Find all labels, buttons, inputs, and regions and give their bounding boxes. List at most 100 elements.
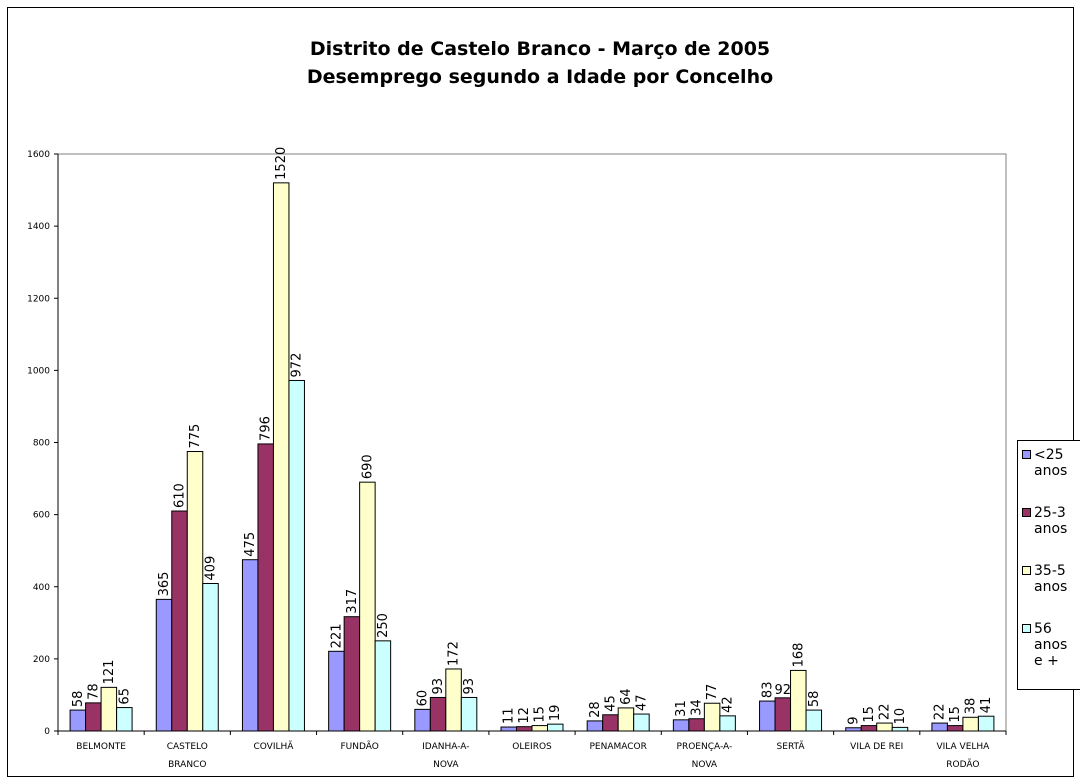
bar (171, 510, 188, 732)
data-label: 317 (345, 589, 360, 614)
bar (876, 722, 893, 732)
data-label: 22 (877, 704, 892, 721)
data-label: 11 (502, 707, 517, 724)
bar (962, 716, 979, 732)
legend-label-line: 35-5 (1034, 563, 1066, 579)
bar (774, 697, 792, 732)
x-tick-label-line: SERTÃ (777, 741, 806, 752)
data-label: 58 (807, 691, 822, 708)
data-label: 83 (760, 682, 775, 699)
bar (586, 720, 604, 732)
data-label: 12 (517, 707, 532, 724)
data-label: 15 (862, 706, 877, 723)
bar (946, 725, 964, 732)
x-tick-label: SERTÃ (777, 741, 806, 752)
y-tick-label: 1400 (27, 222, 50, 232)
x-tick-label-line: FUNDÃO (340, 741, 378, 752)
data-label: 365 (157, 572, 172, 597)
x-tick-label-line: PROENÇA-A- (677, 742, 733, 752)
data-label: 10 (893, 708, 908, 725)
x-tick-label-line: BRANCO (168, 760, 206, 770)
legend-label-line: <25 (1034, 447, 1064, 463)
data-label: 475 (243, 532, 258, 557)
x-tick-label: OLEIROS (512, 742, 552, 752)
data-label: 168 (791, 643, 806, 668)
bar (805, 709, 823, 732)
legend-label-line: 25-3 (1034, 505, 1066, 521)
bars (69, 182, 995, 732)
data-label: 22 (933, 704, 948, 721)
bar (186, 451, 204, 732)
bar (257, 443, 274, 732)
legend-label: 56 anos e + (1034, 621, 1080, 669)
x-tick-label: IDANHA-A- NOVA (422, 742, 469, 770)
bar (860, 725, 878, 732)
bar (460, 696, 478, 732)
bar (672, 719, 690, 732)
data-label: 15 (948, 706, 963, 723)
y-tick-label: 0 (44, 727, 50, 737)
bar (241, 559, 259, 732)
bar (374, 640, 392, 732)
bar (343, 616, 361, 732)
y-tick-label: 1600 (27, 150, 50, 160)
data-label: 19 (548, 705, 563, 722)
x-tick-label: FUNDÃO (340, 741, 378, 752)
data-label: 775 (188, 424, 203, 449)
bar (516, 726, 533, 732)
data-label: 64 (619, 688, 634, 705)
data-label: 610 (173, 483, 188, 508)
legend-label-line: anos (1034, 521, 1068, 537)
legend-swatch (1022, 624, 1031, 633)
data-label: 121 (102, 660, 117, 685)
bar (272, 182, 290, 732)
legend-label: 25-3 anos (1034, 505, 1080, 537)
x-tick-label-line: CASTELO (167, 742, 208, 752)
legend-swatch (1022, 566, 1031, 575)
bar (69, 709, 87, 732)
data-label: 58 (71, 691, 86, 708)
bar (202, 583, 219, 732)
bar (633, 713, 650, 732)
data-label: 42 (721, 696, 736, 713)
bar (790, 669, 807, 732)
data-label: 41 (979, 697, 994, 714)
data-label: 45 (603, 695, 618, 712)
x-tick-label-line: COVILHÃ (253, 741, 294, 752)
data-label: 250 (376, 613, 391, 638)
y-tick-label: 800 (33, 439, 50, 449)
bar (617, 707, 635, 732)
y-axis: 0 200 400 600 800 1000 1200 1400 1600 (27, 150, 59, 737)
legend-label-line: 56 (1034, 621, 1052, 637)
legend-label-line: anos (1034, 463, 1068, 479)
legend-label: 35-5 anos (1034, 563, 1080, 595)
data-label: 60 (416, 690, 431, 707)
data-label: 65 (117, 688, 132, 705)
bar (931, 722, 948, 732)
bar (891, 726, 909, 732)
data-label: 221 (329, 623, 344, 648)
bar (688, 718, 705, 732)
legend-swatch (1022, 450, 1031, 459)
bar (116, 707, 133, 732)
bar (547, 723, 564, 732)
data-label: 409 (204, 556, 219, 581)
x-tick-label-line: NOVA (692, 760, 718, 770)
data-label-inline: 92 (775, 683, 792, 698)
data-label: 93 (431, 678, 446, 695)
data-label: 77 (705, 684, 720, 701)
chart-frame (7, 7, 1074, 777)
data-label: 34 (690, 699, 705, 716)
chart-subtitle: Desemprego segundo a Idade por Concelho (306, 66, 774, 88)
bar (531, 725, 548, 732)
bar (977, 715, 995, 732)
legend-label-line: anos (1034, 579, 1068, 595)
y-tick-label: 1000 (27, 366, 50, 376)
data-label: 31 (674, 700, 689, 717)
bar (445, 668, 462, 732)
x-tick-label: COVILHÃ (253, 741, 294, 752)
x-tick-label-line: IDANHA-A- (422, 742, 469, 752)
x-tick-label-line: VILA DE REI (850, 742, 903, 752)
x-tick-label: BELMONTE (76, 742, 126, 752)
